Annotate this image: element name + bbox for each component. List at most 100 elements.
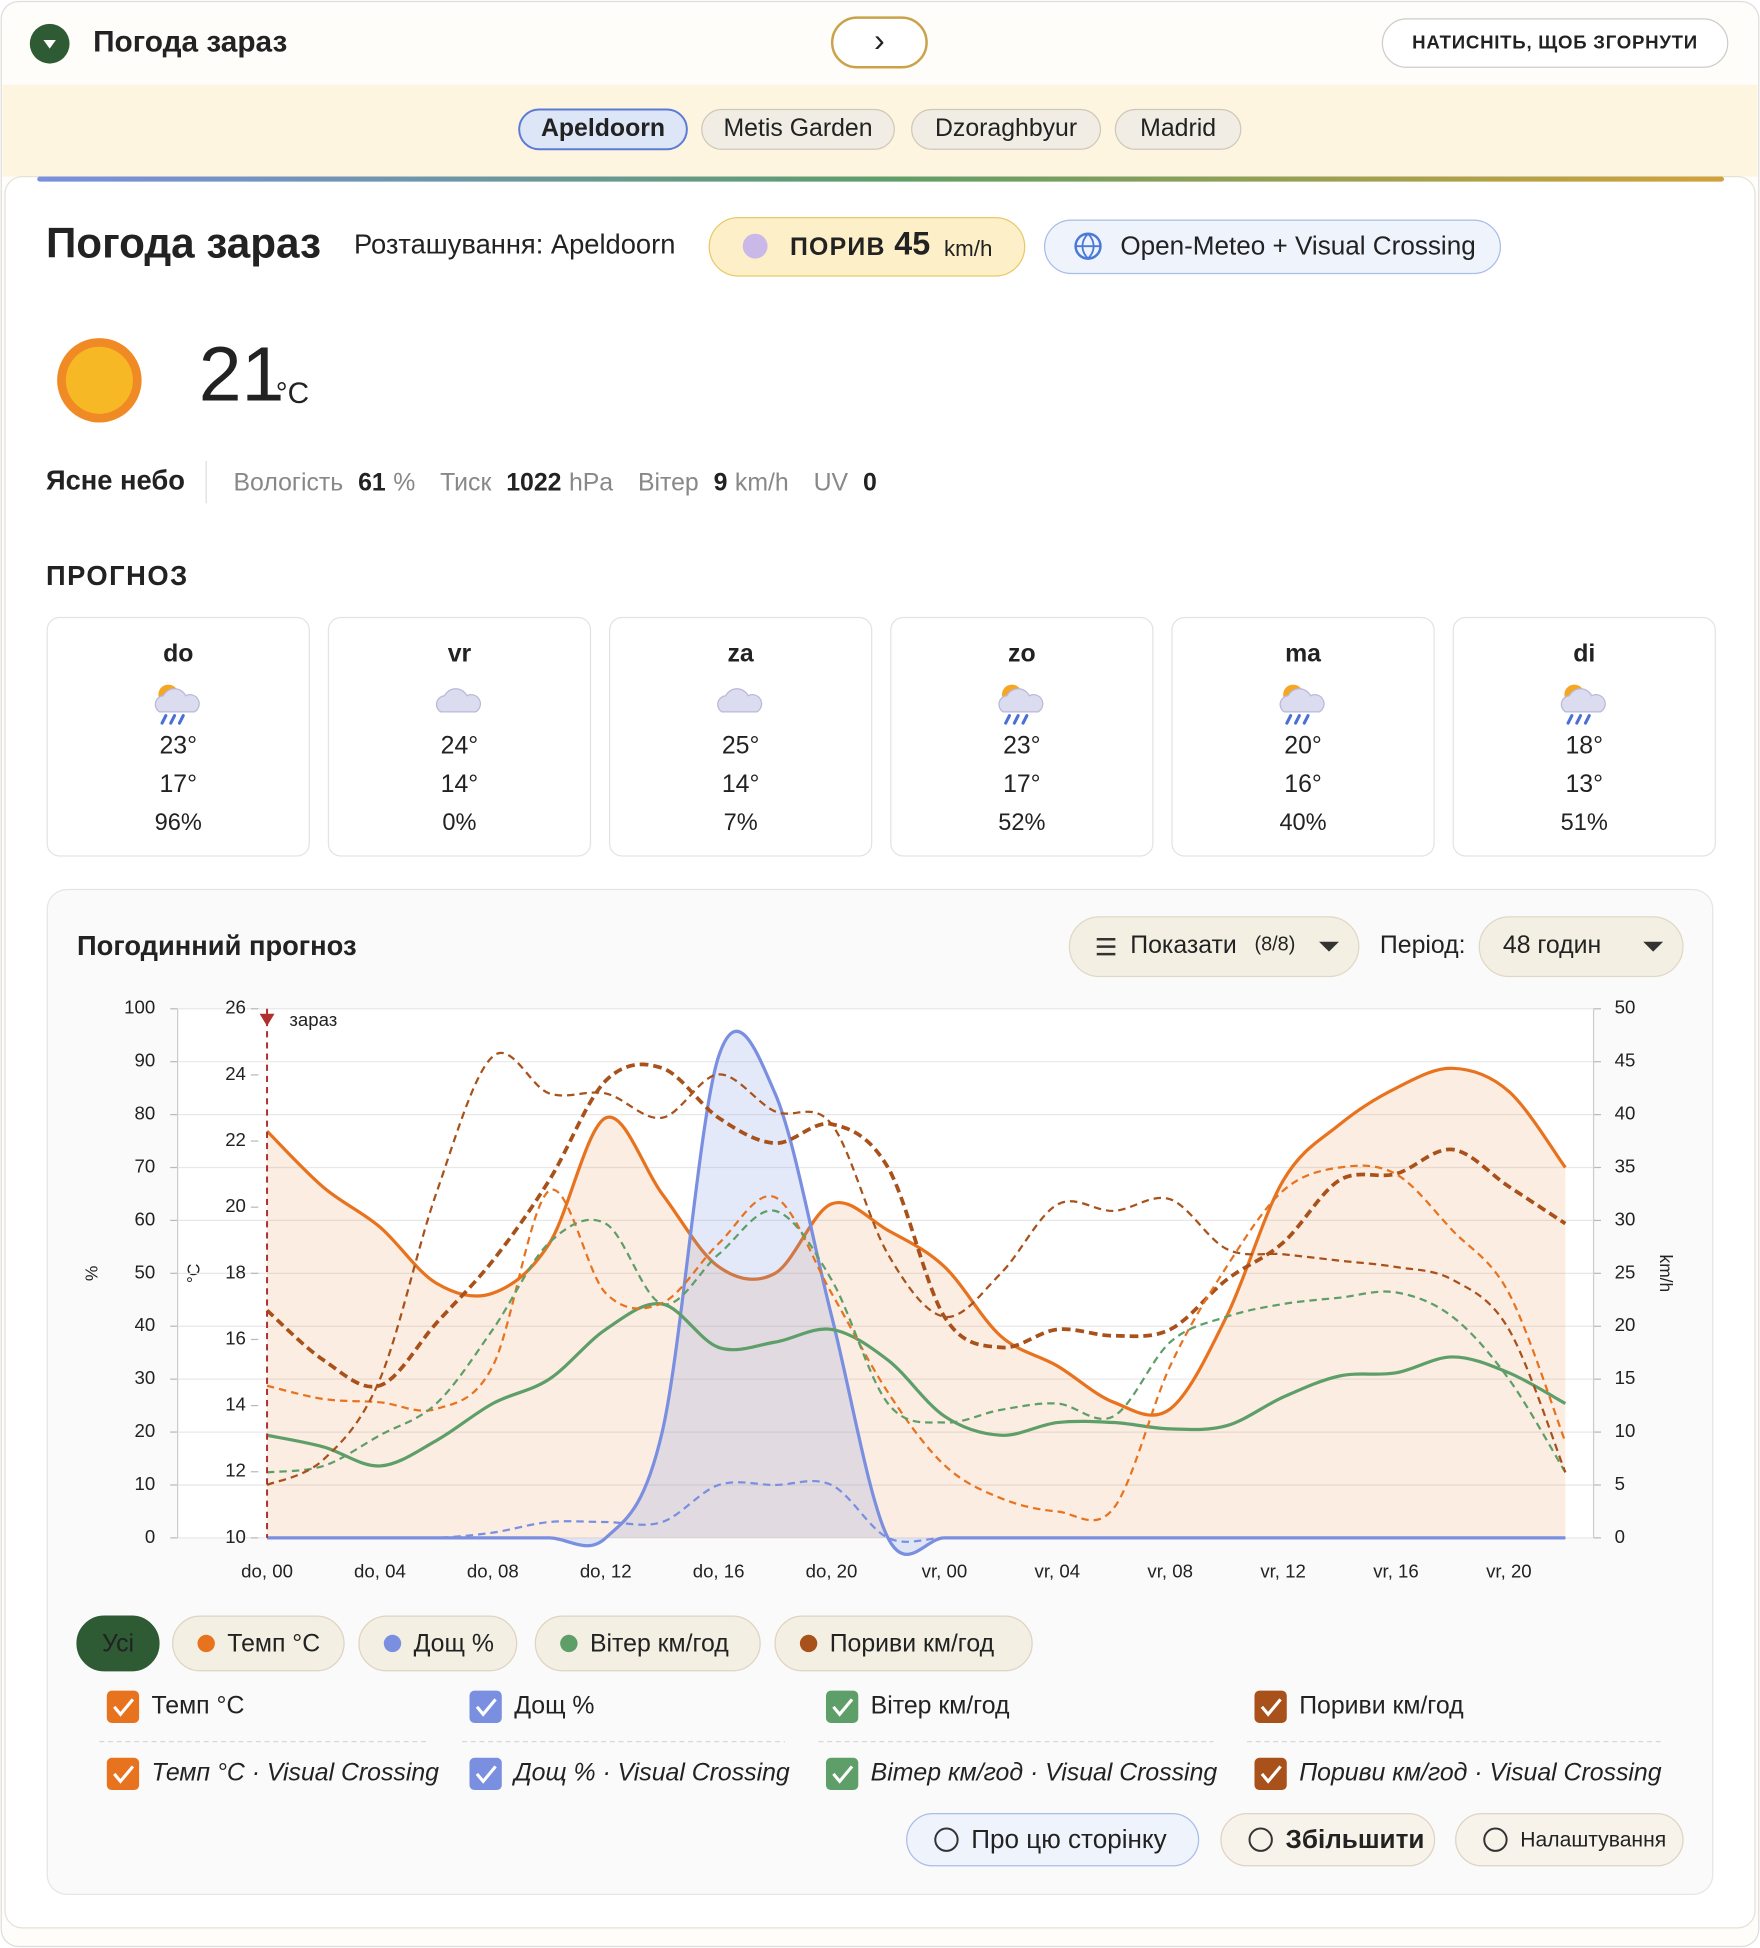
chip-dot xyxy=(197,1634,215,1653)
series-line xyxy=(267,1029,1566,1556)
info-item: Вологість xyxy=(234,469,344,496)
filter-chip[interactable] xyxy=(358,1615,518,1672)
y3-tick-label: 20 xyxy=(1615,1314,1636,1335)
series-line xyxy=(266,1052,1567,1487)
show-button[interactable] xyxy=(1068,916,1360,978)
info-item: km/h xyxy=(735,469,789,496)
day-high: 25° xyxy=(722,732,760,759)
day-name: za xyxy=(728,640,754,667)
city-tab[interactable] xyxy=(1114,108,1242,150)
icon-cloud xyxy=(1279,688,1325,713)
day-card xyxy=(890,616,1154,857)
day-high: 20° xyxy=(1284,732,1322,759)
filter-chip[interactable] xyxy=(534,1615,761,1672)
checkbox[interactable] xyxy=(825,1757,859,1791)
next-button[interactable] xyxy=(830,16,928,69)
y2-tick-label: 16 xyxy=(225,1327,246,1348)
city-tab-label: Dzoraghbyur xyxy=(935,115,1077,142)
day-low: 13° xyxy=(1565,771,1603,798)
check xyxy=(832,1698,854,1717)
city-tab[interactable] xyxy=(701,108,895,150)
day-low: 17° xyxy=(159,771,197,798)
y3-tick-label: 45 xyxy=(1615,1050,1636,1071)
icon-drop xyxy=(1021,714,1029,725)
header-title: Погода зараз xyxy=(93,26,287,59)
y3-tick-label: 10 xyxy=(1615,1420,1636,1441)
checkbox[interactable] xyxy=(106,1690,140,1723)
day-card xyxy=(608,616,873,857)
series-line xyxy=(265,1066,1567,1417)
now-label: зараз xyxy=(289,1009,337,1030)
footer-button[interactable] xyxy=(906,1813,1200,1867)
button-label: Збільшити xyxy=(1286,1824,1425,1854)
button-icon xyxy=(1483,1827,1508,1852)
filter-chip[interactable] xyxy=(774,1615,1033,1672)
day-precip: 51% xyxy=(1561,809,1608,835)
city-tab[interactable] xyxy=(518,108,688,151)
info-item: Вітер xyxy=(638,469,699,496)
legend-label: Дощ % · Visual Crossing xyxy=(511,1759,790,1786)
x-tick-label: vr, 20 xyxy=(1486,1561,1532,1582)
button-label: Налаштування xyxy=(1520,1829,1666,1852)
x-tick-label: do, 08 xyxy=(467,1561,519,1582)
sun-icon xyxy=(65,346,133,414)
accent-bar xyxy=(37,176,1724,182)
checkbox[interactable] xyxy=(106,1757,140,1791)
y-tick-label: 60 xyxy=(135,1208,156,1229)
x-tick-label: do, 20 xyxy=(806,1561,858,1582)
weather-icon xyxy=(1560,684,1606,725)
day-name: di xyxy=(1573,640,1595,667)
y-axis-title: % xyxy=(82,1266,102,1281)
day-name: vr xyxy=(448,640,472,667)
filter-chip[interactable] xyxy=(76,1615,160,1672)
period-value: 48 годин xyxy=(1503,932,1601,959)
icon-drop xyxy=(1012,714,1020,725)
series-line xyxy=(266,1209,1567,1474)
x-tick-label: vr, 04 xyxy=(1035,1561,1081,1582)
x-tick-label: vr, 08 xyxy=(1147,1561,1193,1582)
icon-drop xyxy=(1575,714,1583,725)
day-high: 23° xyxy=(1003,732,1041,759)
checkbox[interactable] xyxy=(469,1757,502,1791)
current-temp-unit: °C xyxy=(276,377,309,410)
icon-drop xyxy=(1566,714,1574,725)
series-line xyxy=(266,1302,1567,1468)
checkbox[interactable] xyxy=(825,1690,859,1723)
info-item: Тиск xyxy=(440,469,491,496)
menu-icon xyxy=(1096,937,1116,956)
info-item: hPa xyxy=(569,469,613,496)
y2-tick-label: 10 xyxy=(225,1526,246,1547)
checkbox[interactable] xyxy=(1254,1757,1287,1791)
filter-chip[interactable] xyxy=(172,1615,345,1672)
day-name: ma xyxy=(1285,640,1321,667)
y-tick-label: 50 xyxy=(135,1261,156,1282)
city-tab-label: Metis Garden xyxy=(724,115,873,142)
checkbox[interactable] xyxy=(1254,1690,1287,1723)
collapse-button[interactable] xyxy=(1381,18,1729,68)
y3-tick-label: 30 xyxy=(1615,1208,1636,1229)
day-precip: 96% xyxy=(155,809,202,835)
day-card xyxy=(327,616,592,857)
x-tick-label: do, 00 xyxy=(241,1561,293,1582)
chip-dot xyxy=(799,1634,818,1653)
footer-button[interactable] xyxy=(1220,1813,1436,1867)
globe-lines xyxy=(1075,233,1101,260)
day-precip: 40% xyxy=(1279,809,1326,835)
y3-tick-label: 5 xyxy=(1615,1473,1625,1494)
gust-icon xyxy=(742,233,768,259)
check xyxy=(113,1765,135,1784)
gust-pill xyxy=(708,216,1026,277)
legend-label: Темп °C xyxy=(152,1692,245,1719)
chip-dot xyxy=(560,1634,578,1653)
city-tab[interactable] xyxy=(911,108,1102,150)
footer-button[interactable] xyxy=(1455,1813,1684,1867)
series-line xyxy=(265,1062,1567,1389)
checkbox[interactable] xyxy=(469,1690,502,1723)
icon-cloud xyxy=(1560,688,1606,713)
icon-drop xyxy=(169,714,177,725)
icon-drop xyxy=(177,714,185,725)
info-item: 9 xyxy=(714,469,728,496)
icon-cloud xyxy=(435,688,482,713)
period-select[interactable] xyxy=(1478,916,1684,978)
day-low: 14° xyxy=(722,771,760,798)
